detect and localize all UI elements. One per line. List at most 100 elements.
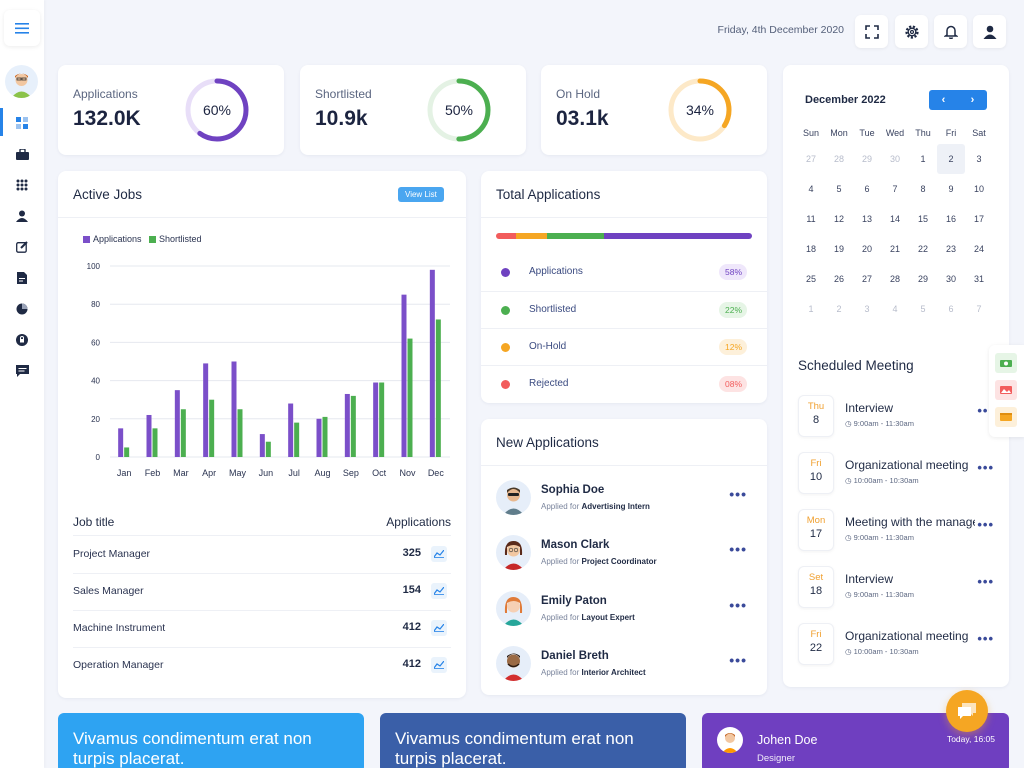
edit-nav-icon[interactable] xyxy=(14,239,30,255)
list-item[interactable]: Sophia Doe Applied for Advertising Inter… xyxy=(496,480,752,535)
calendar-day[interactable]: 27 xyxy=(805,154,816,164)
calendar-day[interactable]: 8 xyxy=(920,184,926,194)
table-row[interactable]: Sales Manager 154 xyxy=(73,573,451,610)
bar-shortlisted-aug[interactable] xyxy=(322,416,328,457)
window-icon[interactable] xyxy=(993,404,1019,430)
bar-shortlisted-jul[interactable] xyxy=(294,422,300,457)
pie-chart-nav-icon[interactable] xyxy=(14,301,30,317)
calendar-day[interactable]: 12 xyxy=(833,214,844,224)
calendar-day[interactable]: 31 xyxy=(973,274,984,284)
bar-shortlisted-feb[interactable] xyxy=(152,428,158,457)
calendar-day[interactable]: 25 xyxy=(805,274,816,284)
trend-icon[interactable] xyxy=(431,620,447,636)
bar-applications-nov[interactable] xyxy=(401,294,407,457)
more-options-icon[interactable]: ••• xyxy=(729,486,747,502)
bar-applications-feb[interactable] xyxy=(146,414,152,457)
calendar-day[interactable]: 7 xyxy=(892,184,898,194)
table-row[interactable]: Operation Manager 412 xyxy=(73,647,451,684)
bar-shortlisted-sep[interactable] xyxy=(350,395,356,457)
list-item[interactable]: Emily Paton Applied for Layout Expert ••… xyxy=(496,591,752,646)
meeting-item[interactable]: Fri 22 Organizational meeting ◷ 10:00am - 1… xyxy=(798,623,994,680)
calendar-day[interactable]: 7 xyxy=(976,304,982,314)
calendar-day[interactable]: 23 xyxy=(945,244,956,254)
more-options-icon[interactable]: ••• xyxy=(729,541,747,557)
promo-banner-2[interactable]: Vivamus condimentum erat non turpis plac… xyxy=(380,713,686,768)
profile-button[interactable] xyxy=(973,15,1006,48)
list-item[interactable]: Daniel Breth Applied for Interior Archit… xyxy=(496,646,752,701)
bar-shortlisted-jun[interactable] xyxy=(265,441,271,457)
calendar-day[interactable]: 30 xyxy=(945,274,956,284)
calendar-day[interactable]: 22 xyxy=(917,244,928,254)
calendar-day[interactable]: 29 xyxy=(861,154,872,164)
calendar-day[interactable]: 15 xyxy=(917,214,928,224)
notifications-button[interactable] xyxy=(934,15,967,48)
bar-shortlisted-may[interactable] xyxy=(237,409,243,457)
calendar-day[interactable]: 2 xyxy=(836,304,842,314)
chat-nav-icon[interactable] xyxy=(14,363,30,379)
calendar-day[interactable]: 5 xyxy=(836,184,842,194)
list-item[interactable]: Applications 58% xyxy=(481,254,767,291)
bar-applications-may[interactable] xyxy=(231,361,237,458)
table-row[interactable]: Machine Instrument 412 xyxy=(73,610,451,647)
calendar-day[interactable]: 28 xyxy=(889,274,900,284)
bar-shortlisted-oct[interactable] xyxy=(379,382,385,457)
lock-nav-icon[interactable] xyxy=(14,332,30,348)
bar-applications-mar[interactable] xyxy=(174,390,180,457)
calendar-day[interactable]: 1 xyxy=(808,304,814,314)
bar-applications-dec[interactable] xyxy=(429,269,435,457)
calendar-day[interactable]: 30 xyxy=(889,154,900,164)
bar-shortlisted-nov[interactable] xyxy=(407,338,413,457)
bar-shortlisted-dec[interactable] xyxy=(435,319,441,457)
meeting-item[interactable]: Thu 8 Interview ◷ 9:00am - 11:30am ••• xyxy=(798,395,994,452)
image-icon[interactable] xyxy=(993,377,1019,403)
menu-toggle-button[interactable] xyxy=(4,10,40,46)
calendar-day[interactable]: 9 xyxy=(948,184,954,194)
bar-applications-jul[interactable] xyxy=(288,403,294,457)
bar-shortlisted-apr[interactable] xyxy=(209,399,215,457)
bar-applications-sep[interactable] xyxy=(344,393,350,457)
user-avatar[interactable] xyxy=(5,65,38,98)
calendar-day[interactable]: 4 xyxy=(808,184,814,194)
document-nav-icon[interactable] xyxy=(14,270,30,286)
calendar-day[interactable]: 29 xyxy=(917,274,928,284)
calendar-day[interactable]: 4 xyxy=(892,304,898,314)
calendar-day[interactable]: 13 xyxy=(861,214,872,224)
calendar-day[interactable]: 14 xyxy=(889,214,900,224)
meeting-item[interactable]: Mon 17 Meeting with the manager ◷ 9:00am - … xyxy=(798,509,994,566)
calendar-day[interactable]: 28 xyxy=(833,154,844,164)
calendar-day[interactable]: 18 xyxy=(805,244,816,254)
calendar-day[interactable]: 10 xyxy=(973,184,984,194)
list-item[interactable]: Shortlisted 22% xyxy=(481,291,767,328)
calendar-day[interactable]: 3 xyxy=(864,304,870,314)
calendar-day[interactable]: 11 xyxy=(806,214,816,224)
list-item[interactable]: Mason Clark Applied for Project Coordina… xyxy=(496,535,752,590)
settings-button[interactable] xyxy=(895,15,928,48)
list-item[interactable]: On-Hold 12% xyxy=(481,328,767,365)
calendar-day[interactable]: 16 xyxy=(945,214,956,224)
calendar-day[interactable]: 5 xyxy=(920,304,926,314)
calendar-day[interactable]: 6 xyxy=(948,304,954,314)
table-row[interactable]: Project Manager 325 xyxy=(73,536,451,573)
more-options-icon[interactable]: ••• xyxy=(977,574,994,589)
bar-applications-apr[interactable] xyxy=(203,363,209,457)
bar-applications-jan[interactable] xyxy=(118,428,124,457)
dashboard-nav-icon[interactable] xyxy=(14,115,30,131)
calendar-day[interactable]: 2 xyxy=(937,144,965,174)
bar-shortlisted-jan[interactable] xyxy=(124,447,130,457)
more-options-icon[interactable]: ••• xyxy=(977,631,994,646)
briefcase-nav-icon[interactable] xyxy=(14,146,30,162)
bar-applications-oct[interactable] xyxy=(373,382,379,457)
calendar-day[interactable]: 20 xyxy=(861,244,872,254)
calendar-day[interactable]: 6 xyxy=(864,184,870,194)
bar-applications-jun[interactable] xyxy=(259,434,265,457)
calendar-day[interactable]: 17 xyxy=(973,214,984,224)
fullscreen-button[interactable] xyxy=(855,15,888,48)
camera-icon[interactable] xyxy=(993,350,1019,376)
calendar-day[interactable]: 19 xyxy=(833,244,844,254)
chat-fab-button[interactable] xyxy=(946,690,988,732)
promo-banner-1[interactable]: Vivamus condimentum erat non turpis plac… xyxy=(58,713,364,768)
more-options-icon[interactable]: ••• xyxy=(729,652,747,668)
more-options-icon[interactable]: ••• xyxy=(977,460,994,475)
meeting-item[interactable]: Set 18 Interview ◷ 9:00am - 11:30am ••• xyxy=(798,566,994,623)
chevron-right-icon[interactable]: › xyxy=(970,94,975,106)
